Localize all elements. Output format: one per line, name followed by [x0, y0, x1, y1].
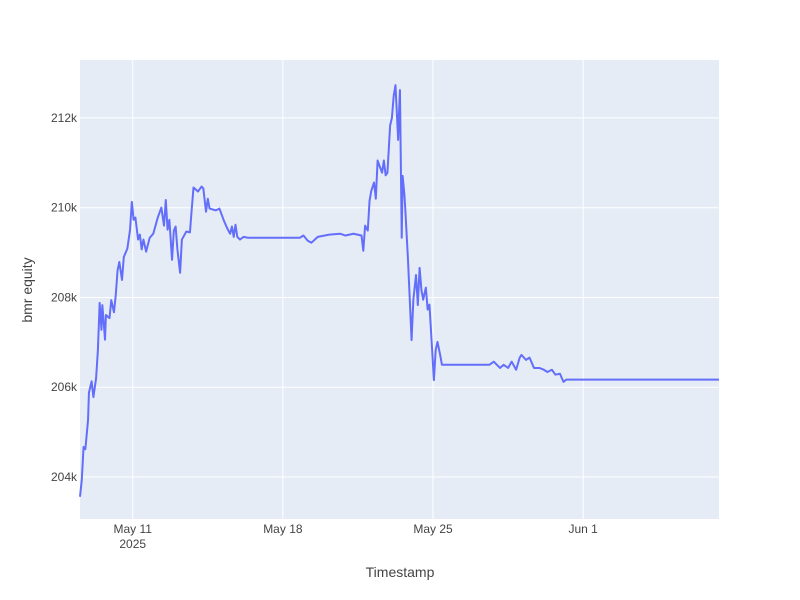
- marks: [79, 84, 719, 497]
- y-tick-label: 208k: [51, 290, 78, 304]
- x-tick-label: Jun 1: [568, 522, 598, 536]
- y-tick-label: 210k: [51, 201, 78, 215]
- x-axis-title: Timestamp: [366, 564, 435, 580]
- x-tick-label-line: May 11: [113, 522, 152, 536]
- x-tick-label-line: May 25: [413, 522, 453, 536]
- x-tick-label: May 18: [263, 522, 303, 536]
- equity-line: [79, 84, 719, 497]
- y-axis-title: bmr equity: [19, 257, 35, 322]
- y-tick-label: 204k: [51, 470, 78, 484]
- plot-area: [80, 60, 719, 519]
- grid: [80, 60, 719, 519]
- x-tick-label-line: 2025: [119, 537, 146, 551]
- x-tick-label-line: Jun 1: [568, 522, 598, 536]
- x-tick-label-line: May 18: [263, 522, 303, 536]
- labels: 204k 206k 208k 210k 212k May 11 2025 May 18 May …: [51, 111, 598, 551]
- x-tick-label: May 25: [413, 522, 453, 536]
- y-tick-label: 212k: [51, 111, 78, 125]
- y-tick-label: 206k: [51, 380, 78, 394]
- x-tick-label: May 11 2025: [113, 522, 152, 551]
